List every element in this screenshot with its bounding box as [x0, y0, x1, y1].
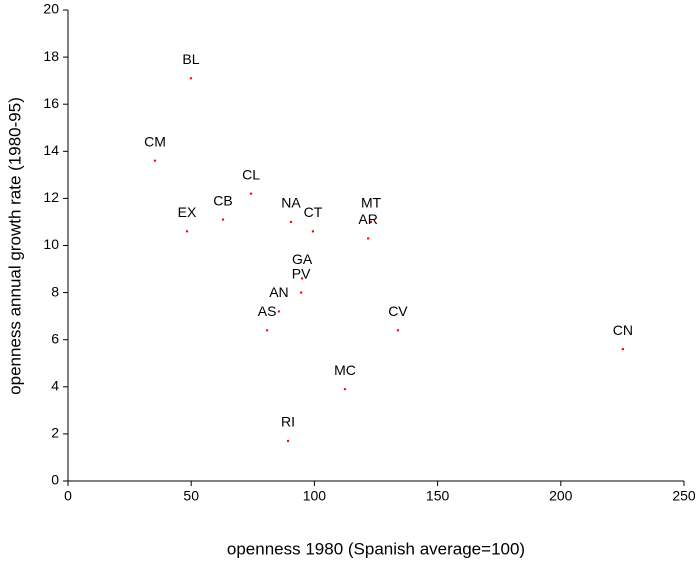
point	[369, 220, 373, 224]
point	[621, 347, 625, 351]
point-label: CB	[213, 192, 232, 208]
point	[221, 218, 225, 221]
point-label: CV	[388, 303, 408, 319]
y-tick-label: 18	[43, 48, 59, 64]
x-tick-label: 50	[183, 488, 199, 504]
x-tick-label: 0	[64, 488, 72, 504]
point-label: MT	[361, 195, 382, 211]
point-label: CN	[613, 322, 633, 338]
x-axis-title: openness 1980 (Spanish average=100)	[227, 539, 525, 558]
point-label: RI	[281, 414, 295, 430]
y-tick-label: 12	[43, 189, 59, 205]
x-tick-label: 200	[549, 488, 573, 504]
point	[299, 291, 303, 294]
y-tick-label: 6	[51, 330, 59, 346]
point	[189, 77, 193, 80]
x-tick-label: 100	[303, 488, 327, 504]
point-label: CT	[304, 204, 323, 220]
point-label: CL	[242, 166, 260, 182]
y-tick-label: 2	[51, 425, 59, 441]
point	[366, 237, 370, 240]
x-tick-label: 150	[426, 488, 450, 504]
point	[153, 159, 157, 162]
y-axis-title: openness annual growth rate (1980-95)	[5, 97, 24, 395]
point-label: EX	[178, 204, 197, 220]
point	[300, 277, 304, 280]
y-tick-label: 0	[51, 472, 59, 488]
y-tick-label: 16	[43, 95, 59, 111]
point	[289, 220, 293, 224]
point-label: GA	[292, 251, 313, 267]
x-tick-label: 250	[672, 488, 696, 504]
y-tick-label: 10	[43, 236, 59, 252]
y-tick-label: 4	[51, 378, 59, 394]
point-label: AS	[258, 303, 277, 319]
y-tick-label: 8	[51, 283, 59, 299]
point	[343, 387, 347, 391]
point	[396, 329, 400, 332]
y-tick-label: 20	[43, 1, 59, 17]
point-label: BL	[182, 51, 199, 67]
point-label: AN	[269, 284, 288, 300]
point	[265, 329, 269, 332]
point-label: AR	[358, 211, 377, 227]
y-tick-label: 14	[43, 142, 59, 158]
point	[277, 310, 281, 313]
point-label: NA	[281, 195, 301, 211]
point	[311, 230, 315, 233]
point-label: MC	[334, 362, 356, 378]
point-label: CM	[144, 133, 166, 149]
point	[185, 230, 189, 233]
point-label: PV	[292, 265, 311, 281]
point	[249, 192, 253, 195]
point	[286, 439, 290, 443]
